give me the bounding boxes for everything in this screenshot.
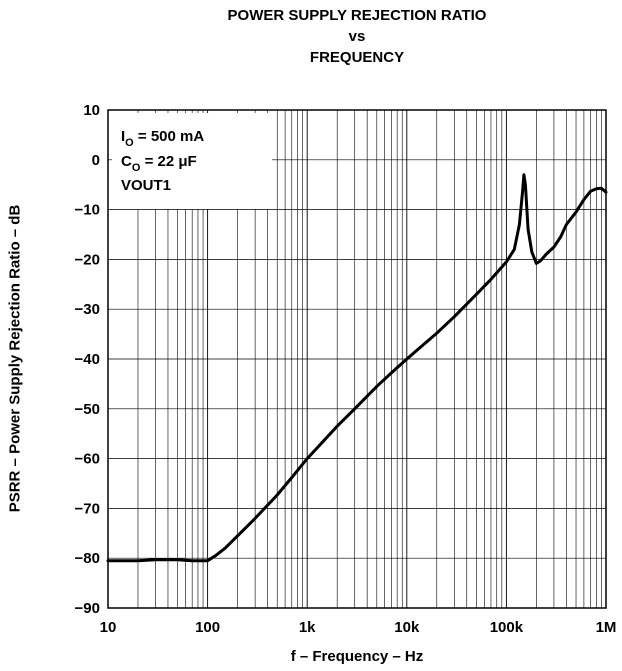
x-tick-label: 1M — [596, 619, 617, 636]
annotation-capacitance: CO = 22 μF — [121, 153, 197, 174]
x-axis-label: f – Frequency – Hz — [290, 648, 424, 665]
y-tick-label: 0 — [92, 152, 100, 169]
y-tick-label: −50 — [75, 401, 100, 418]
y-tick-label: 10 — [83, 102, 100, 119]
x-tick-label: 100k — [490, 619, 524, 636]
y-tick-label: −40 — [75, 351, 100, 368]
y-tick-label: −10 — [75, 202, 100, 219]
y-tick-label: −80 — [75, 550, 100, 567]
y-tick-label: −70 — [75, 500, 100, 517]
annotation-current: IO = 500 mA — [121, 128, 204, 149]
x-tick-label: 100 — [195, 619, 220, 636]
x-tick-label: 1k — [299, 619, 316, 636]
y-tick-label: −20 — [75, 251, 100, 268]
chart-title-line-1: POWER SUPPLY REJECTION RATIO — [227, 7, 487, 24]
y-tick-label: −60 — [75, 451, 100, 468]
chart-title-line-2: vs — [348, 28, 366, 45]
annotation-output: VOUT1 — [121, 177, 171, 194]
y-tick-label: −30 — [75, 301, 100, 318]
x-tick-label: 10 — [100, 619, 117, 636]
x-tick-label: 10k — [394, 619, 420, 636]
annotation-box — [112, 113, 272, 209]
plot-frame — [107, 109, 607, 609]
psrr-curve — [106, 173, 608, 563]
chart-title-line-3: FREQUENCY — [309, 49, 405, 66]
y-tick-label: −90 — [75, 600, 100, 617]
